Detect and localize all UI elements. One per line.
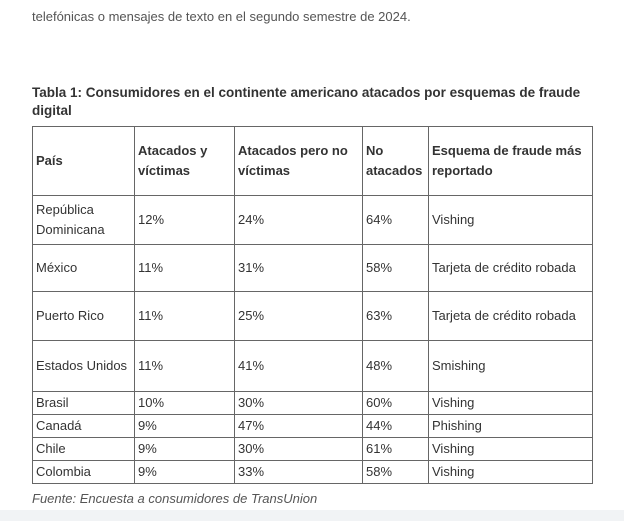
table-cell: Brasil	[32, 391, 135, 415]
table-cell: 58%	[362, 244, 429, 292]
table-cell: Vishing	[428, 195, 593, 245]
table-cell: 11%	[134, 291, 235, 341]
table-row: Puerto Rico 11% 25% 63% Tarjeta de crédito r…	[32, 291, 593, 341]
table-cell: 11%	[134, 340, 235, 392]
header-cell: No atacados	[362, 126, 429, 196]
footer-strip	[0, 510, 624, 521]
table-cell: 30%	[234, 437, 363, 461]
intro-text: telefónicas o mensajes de texto en el se…	[32, 9, 411, 24]
table-cell: República Dominicana	[32, 195, 135, 245]
table-cell: México	[32, 244, 135, 292]
table-cell: 30%	[234, 391, 363, 415]
table-cell: 9%	[134, 460, 235, 484]
table-cell: Canadá	[32, 414, 135, 438]
table-cell: 58%	[362, 460, 429, 484]
header-cell: Atacados pero no víctimas	[234, 126, 363, 196]
table-cell: 60%	[362, 391, 429, 415]
table-row: Chile 9% 30% 61% Vishing	[32, 437, 593, 461]
table-cell: Puerto Rico	[32, 291, 135, 341]
table-cell: 33%	[234, 460, 363, 484]
data-table: País Atacados y víctimas Atacados pero no …	[32, 126, 593, 484]
table-cell: Tarjeta de crédito robada	[428, 291, 593, 341]
header-cell: Esquema de fraude más reportado	[428, 126, 593, 196]
table-row: México 11% 31% 58% Tarjeta de crédito robada	[32, 244, 593, 292]
table-cell: Colombia	[32, 460, 135, 484]
table-cell: 44%	[362, 414, 429, 438]
table-cell: 24%	[234, 195, 363, 245]
table-cell: 61%	[362, 437, 429, 461]
table-cell: 41%	[234, 340, 363, 392]
table-caption: Tabla 1: Consumidores en el continente a…	[32, 85, 581, 118]
table-cell: 25%	[234, 291, 363, 341]
table-cell: Smishing	[428, 340, 593, 392]
table-cell: Vishing	[428, 460, 593, 484]
table-cell: 12%	[134, 195, 235, 245]
table-cell: 47%	[234, 414, 363, 438]
table-cell: 63%	[362, 291, 429, 341]
table-cell: 9%	[134, 414, 235, 438]
table-cell: 64%	[362, 195, 429, 245]
header-cell: Atacados y víctimas	[134, 126, 235, 196]
table-cell: 48%	[362, 340, 429, 392]
table-cell: 31%	[234, 244, 363, 292]
table-cell: Vishing	[428, 437, 593, 461]
table-row: Estados Unidos 11% 41% 48% Smishing	[32, 340, 593, 392]
table-row: Colombia 9% 33% 58% Vishing	[32, 460, 593, 484]
header-cell: País	[32, 126, 135, 196]
table-row: República Dominicana 12% 24% 64% Vishing	[32, 195, 593, 245]
table-cell: 11%	[134, 244, 235, 292]
table-cell: 9%	[134, 437, 235, 461]
table-cell: Phishing	[428, 414, 593, 438]
source-note: Fuente: Encuesta a consumidores de Trans…	[32, 491, 318, 506]
table-cell: Tarjeta de crédito robada	[428, 244, 593, 292]
table-row: Canadá 9% 47% 44% Phishing	[32, 414, 593, 438]
table-cell: Estados Unidos	[32, 340, 135, 392]
table-row: Brasil 10% 30% 60% Vishing	[32, 391, 593, 415]
header-row: País Atacados y víctimas Atacados pero no …	[32, 126, 593, 196]
table-cell: 10%	[134, 391, 235, 415]
table-cell: Chile	[32, 437, 135, 461]
table-cell: Vishing	[428, 391, 593, 415]
